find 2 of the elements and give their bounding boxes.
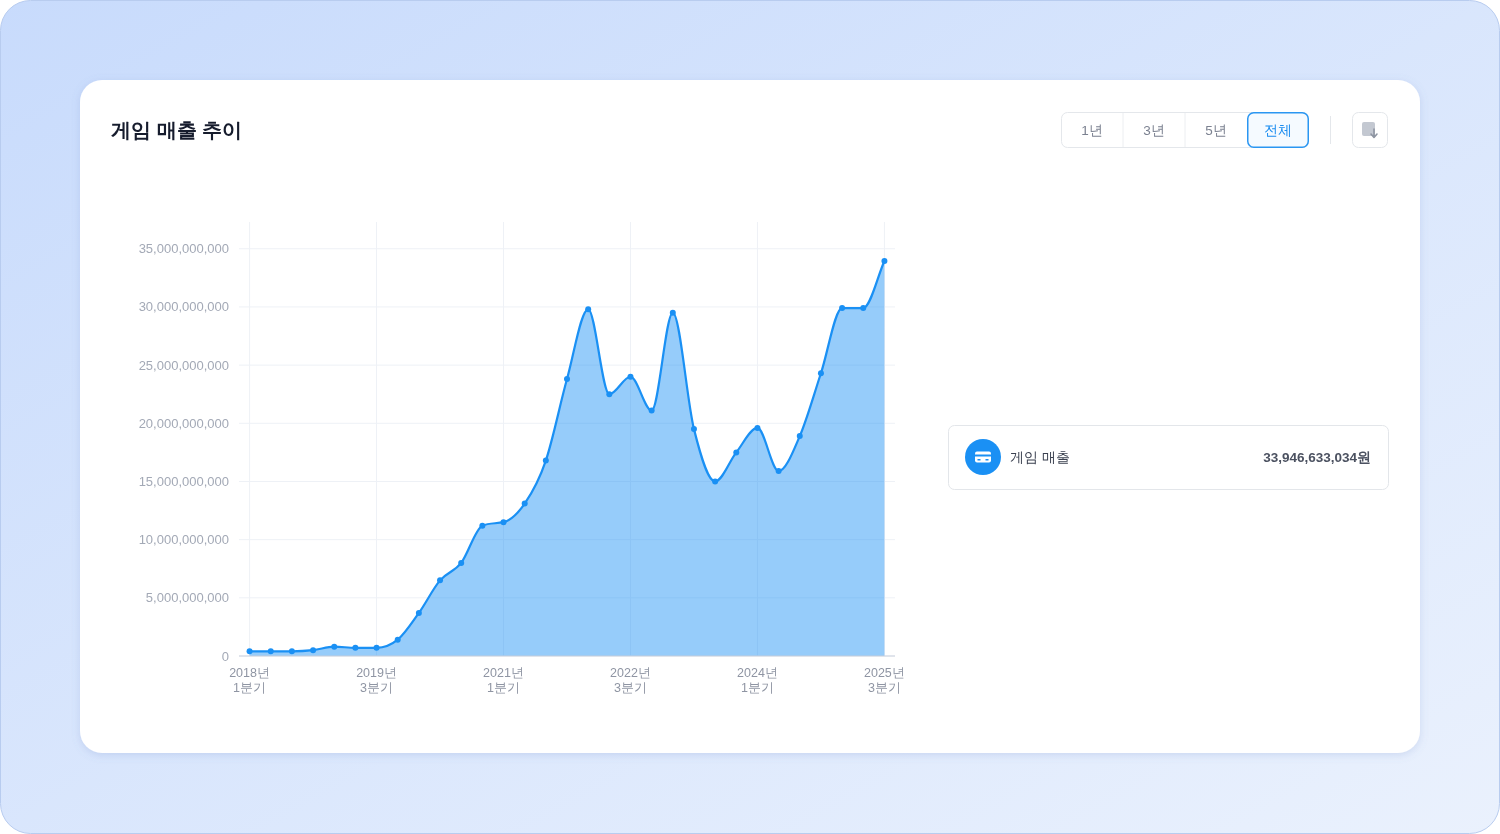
title: 게임 매출 추이 bbox=[111, 119, 243, 141]
annotation: 33,946,633,034원 bbox=[1263, 450, 1371, 465]
